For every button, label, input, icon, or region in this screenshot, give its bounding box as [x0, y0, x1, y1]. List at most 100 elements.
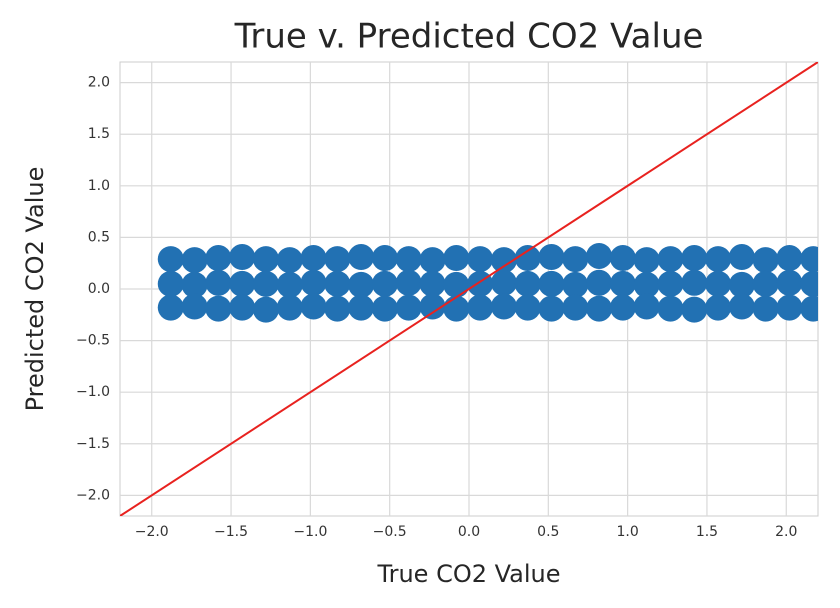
point	[681, 245, 708, 272]
point	[490, 293, 517, 320]
point	[633, 293, 660, 320]
point	[395, 269, 422, 296]
point	[205, 295, 232, 322]
x-tick-label: −1.0	[293, 524, 327, 540]
point	[657, 295, 684, 322]
point	[657, 270, 684, 297]
point	[252, 246, 279, 273]
point	[609, 245, 636, 272]
point	[395, 246, 422, 273]
x-tick-label: 2.0	[775, 524, 797, 540]
point	[776, 269, 803, 296]
point	[419, 293, 446, 320]
point	[705, 294, 732, 321]
point	[419, 247, 446, 274]
y-tick-label: 1.5	[88, 126, 110, 142]
point	[586, 269, 613, 296]
point	[633, 271, 660, 298]
y-tick-label: −1.0	[76, 384, 110, 400]
point	[371, 295, 398, 322]
point	[752, 247, 779, 274]
point	[681, 296, 708, 323]
point	[633, 247, 660, 274]
point	[681, 269, 708, 296]
point	[419, 270, 446, 297]
labels: −2.0 −1.5 −1.0 −0.5 0.0 0.5 1.0 1.5 2.0 −2.0 −1.5 −…	[76, 75, 797, 540]
point	[252, 296, 279, 323]
point	[157, 294, 184, 321]
point	[181, 271, 208, 298]
point	[276, 294, 303, 321]
point	[276, 271, 303, 298]
point	[324, 295, 351, 322]
point	[395, 294, 422, 321]
point	[609, 294, 636, 321]
x-tick-label: −2.0	[135, 524, 169, 540]
point	[348, 271, 375, 298]
y-tick-label: −2.0	[76, 487, 110, 503]
point	[586, 295, 613, 322]
point	[348, 244, 375, 271]
point	[276, 247, 303, 274]
y-tick-label: 0.5	[88, 229, 110, 245]
point	[229, 244, 256, 271]
point	[728, 293, 755, 320]
point	[157, 270, 184, 297]
point	[752, 270, 779, 297]
point	[562, 294, 589, 321]
x-tick-label: −0.5	[373, 524, 407, 540]
point	[181, 247, 208, 274]
point	[229, 270, 256, 297]
point	[252, 270, 279, 297]
point	[467, 246, 494, 273]
point	[300, 269, 327, 296]
x-tick-label: 0.5	[537, 524, 559, 540]
point	[467, 294, 494, 321]
point	[229, 294, 256, 321]
point	[705, 270, 732, 297]
point	[562, 246, 589, 273]
point	[443, 245, 470, 272]
x-tick-label: 0.0	[458, 524, 480, 540]
y-tick-label: −1.5	[76, 436, 110, 452]
y-tick-label: 0.0	[88, 281, 110, 297]
y-axis-label: Predicted CO2 Value	[21, 167, 49, 412]
point	[586, 242, 613, 269]
point	[538, 270, 565, 297]
x-tick-label: 1.5	[696, 524, 718, 540]
point	[181, 293, 208, 320]
point	[800, 246, 818, 273]
point	[562, 271, 589, 298]
point	[443, 271, 470, 298]
x-tick-label: −1.5	[214, 524, 248, 540]
point	[538, 244, 565, 271]
point	[514, 294, 541, 321]
point	[609, 270, 636, 297]
point	[324, 246, 351, 273]
point	[800, 295, 818, 322]
x-tick-label: 1.0	[617, 524, 639, 540]
point	[657, 246, 684, 273]
identity-line	[120, 62, 818, 516]
point	[300, 293, 327, 320]
point	[728, 271, 755, 298]
point	[443, 295, 470, 322]
y-tick-label: 2.0	[88, 75, 110, 91]
marks	[120, 62, 818, 516]
point	[514, 245, 541, 272]
point	[371, 245, 398, 272]
point	[728, 244, 755, 271]
point	[800, 270, 818, 297]
y-tick-label: 1.0	[88, 178, 110, 194]
point	[348, 294, 375, 321]
point	[514, 270, 541, 297]
point	[490, 247, 517, 274]
point	[705, 246, 732, 273]
point	[324, 270, 351, 297]
point	[490, 269, 517, 296]
point	[205, 269, 232, 296]
y-tick-label: −0.5	[76, 333, 110, 349]
point	[776, 245, 803, 272]
